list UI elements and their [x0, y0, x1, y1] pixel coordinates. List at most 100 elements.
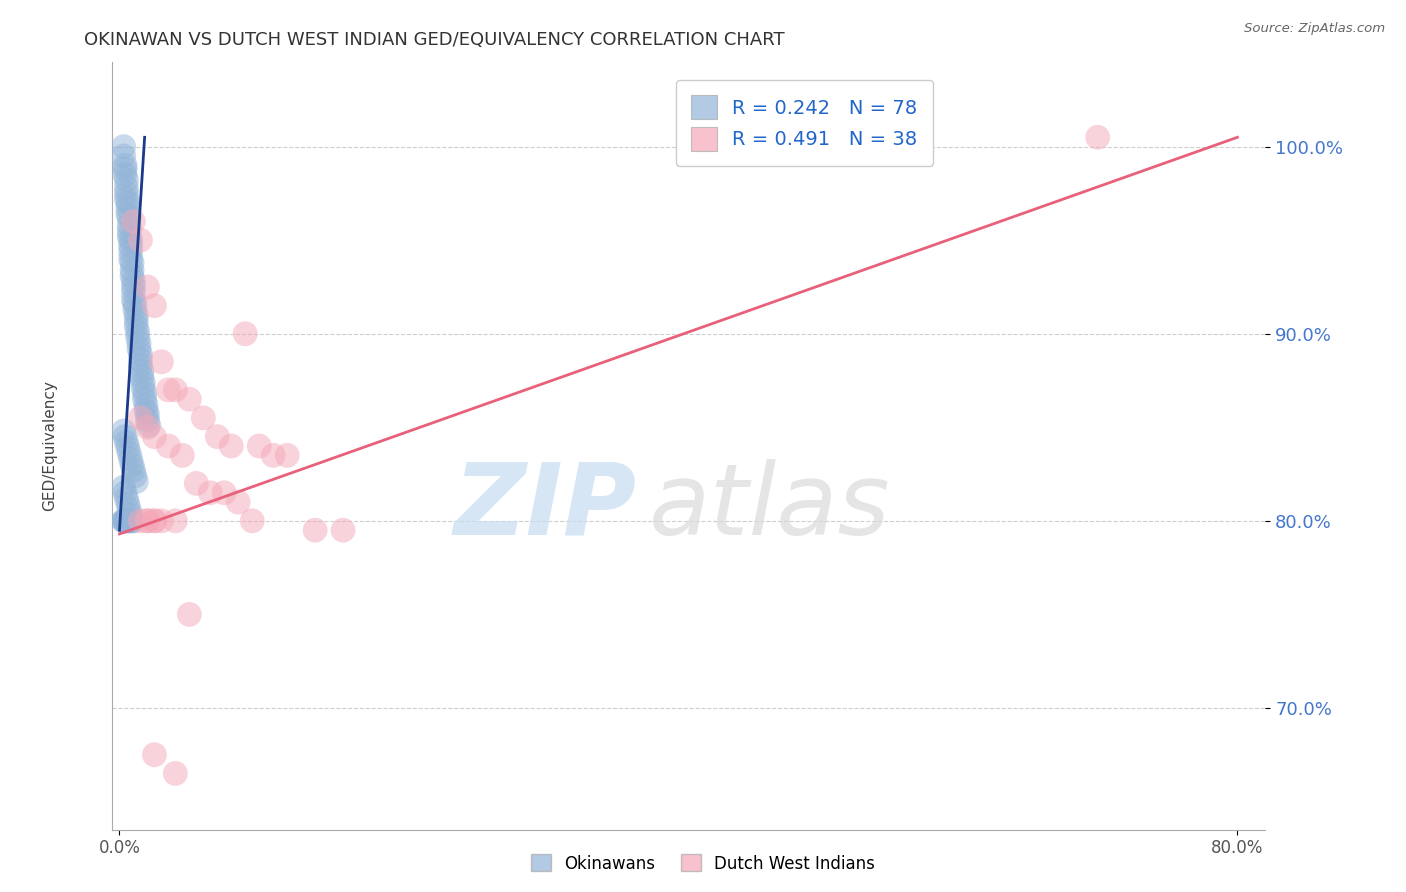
Point: [214, 485, 236, 500]
Point: [115, 192, 138, 206]
Point: [112, 514, 135, 528]
Point: [117, 441, 139, 455]
Point: [131, 369, 153, 384]
Y-axis label: GED/Equivalency: GED/Equivalency: [42, 381, 56, 511]
Point: [120, 508, 142, 523]
Point: [114, 162, 136, 177]
Point: [136, 514, 159, 528]
Point: [118, 218, 141, 232]
Point: [136, 407, 159, 421]
Point: [122, 514, 145, 528]
Point: [125, 475, 148, 489]
Point: [121, 514, 143, 528]
Point: [1087, 130, 1109, 145]
Point: [124, 297, 146, 311]
Point: [179, 392, 201, 407]
Point: [125, 313, 148, 327]
Point: [233, 326, 256, 341]
Point: [115, 514, 138, 528]
Point: [132, 381, 155, 395]
Point: [136, 514, 159, 528]
Point: [124, 469, 146, 483]
Point: [128, 336, 150, 351]
Point: [112, 514, 135, 528]
Point: [112, 424, 135, 438]
Point: [114, 158, 136, 172]
Point: [136, 420, 159, 434]
Point: [138, 418, 160, 433]
Point: [157, 383, 180, 397]
Point: [150, 355, 173, 369]
Point: [193, 411, 215, 425]
Point: [226, 495, 249, 509]
Point: [118, 224, 141, 238]
Point: [122, 214, 145, 228]
Point: [157, 439, 180, 453]
Point: [179, 607, 201, 622]
Legend: R = 0.242   N = 78, R = 0.491   N = 38: R = 0.242 N = 78, R = 0.491 N = 38: [676, 79, 932, 166]
Point: [165, 383, 187, 397]
Point: [276, 448, 298, 462]
Point: [134, 392, 156, 407]
Point: [115, 173, 138, 187]
Point: [114, 430, 136, 444]
Point: [135, 398, 157, 412]
Point: [129, 514, 152, 528]
Point: [121, 268, 143, 283]
Point: [143, 514, 166, 528]
Point: [219, 439, 242, 453]
Point: [207, 430, 229, 444]
Point: [143, 430, 166, 444]
Point: [118, 502, 141, 516]
Point: [117, 514, 139, 528]
Point: [240, 514, 263, 528]
Point: [134, 386, 156, 401]
Legend: Okinawans, Dutch West Indians: Okinawans, Dutch West Indians: [524, 847, 882, 880]
Point: [114, 168, 136, 182]
Point: [122, 274, 145, 288]
Point: [125, 319, 148, 334]
Point: [332, 523, 354, 537]
Point: [112, 139, 135, 153]
Point: [120, 233, 142, 247]
Point: [117, 195, 139, 210]
Point: [122, 280, 145, 294]
Point: [114, 514, 136, 528]
Point: [304, 523, 326, 537]
Point: [262, 448, 284, 462]
Point: [143, 299, 166, 313]
Point: [129, 347, 152, 361]
Point: [136, 413, 159, 427]
Point: [125, 308, 148, 322]
Point: [131, 364, 153, 378]
Point: [115, 181, 138, 195]
Point: [165, 766, 187, 780]
Point: [115, 435, 138, 450]
Text: OKINAWAN VS DUTCH WEST INDIAN GED/EQUIVALENCY CORRELATION CHART: OKINAWAN VS DUTCH WEST INDIAN GED/EQUIVA…: [84, 31, 785, 49]
Point: [129, 359, 152, 373]
Point: [120, 514, 142, 528]
Text: Source: ZipAtlas.com: Source: ZipAtlas.com: [1244, 22, 1385, 36]
Point: [122, 285, 145, 300]
Point: [129, 411, 152, 425]
Point: [121, 255, 143, 269]
Point: [120, 239, 142, 253]
Point: [112, 480, 135, 494]
Point: [115, 514, 138, 528]
Point: [200, 485, 222, 500]
Point: [114, 485, 136, 500]
Point: [165, 514, 187, 528]
Point: [150, 514, 173, 528]
Point: [118, 446, 141, 460]
Point: [129, 353, 152, 368]
Point: [115, 186, 138, 201]
Point: [143, 514, 166, 528]
Point: [122, 293, 145, 307]
Point: [115, 491, 138, 506]
Point: [186, 476, 208, 491]
Point: [128, 342, 150, 356]
Point: [112, 149, 135, 163]
Point: [127, 330, 149, 344]
Point: [121, 458, 143, 472]
Point: [117, 207, 139, 221]
